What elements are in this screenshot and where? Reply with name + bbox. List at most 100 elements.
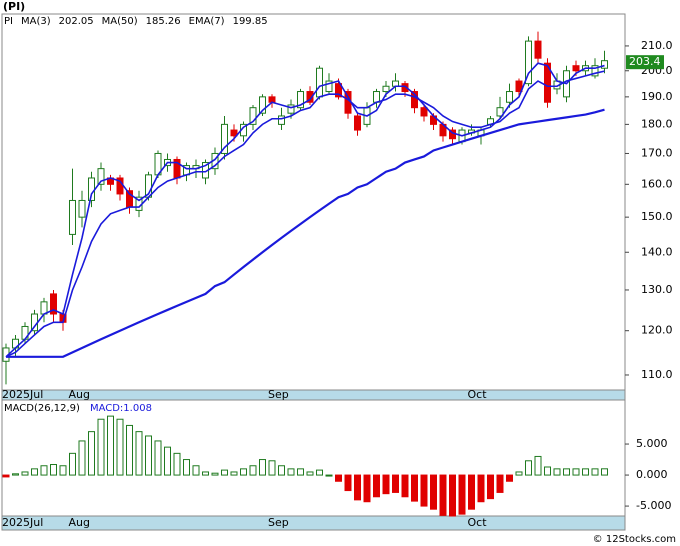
macd-bar <box>354 474 361 501</box>
x-tick-label: 2025Jul <box>2 516 43 529</box>
x-band <box>1 389 626 401</box>
candle-body <box>515 80 523 93</box>
candle-body <box>534 40 542 59</box>
macd-bar <box>325 474 333 477</box>
legend-text: 202.05 <box>59 16 94 27</box>
macd-bar <box>21 471 29 476</box>
macd-bar <box>449 474 456 517</box>
macd-bar <box>506 474 513 482</box>
candle-body <box>411 91 418 109</box>
macd-bar <box>268 460 276 476</box>
legend-text: MA(50) <box>102 16 138 27</box>
candle-body <box>221 123 228 154</box>
macd-bar <box>458 474 466 515</box>
candle-body <box>316 67 323 98</box>
macd-bar <box>126 424 133 476</box>
y-tick-label: 5.000 <box>636 437 668 450</box>
x-band <box>1 515 626 531</box>
x-tick-label: Sep <box>268 516 289 529</box>
legend-text: MA(3) <box>21 16 51 27</box>
macd-bar <box>287 468 295 476</box>
y-tick-label: 170.0 <box>641 146 673 159</box>
candle-body <box>78 199 86 218</box>
y-tick-label: 120.0 <box>641 324 673 337</box>
macd-bar <box>515 471 523 476</box>
macd-bar <box>97 418 105 476</box>
x-tick-label: Oct <box>468 516 488 529</box>
candle-body <box>373 91 380 103</box>
macd-bar <box>154 440 162 476</box>
macd-bar <box>439 474 447 516</box>
ma-line <box>6 108 605 358</box>
candle-body <box>420 107 428 117</box>
price-panel <box>1 13 626 391</box>
macd-bar <box>373 474 380 498</box>
macd-bar <box>230 471 238 476</box>
candle-body <box>401 83 409 93</box>
macd-bar <box>173 452 181 476</box>
macd-bar <box>88 431 95 476</box>
macd-bar <box>59 465 67 476</box>
macd-bar <box>31 468 38 476</box>
macd-bar <box>249 465 257 476</box>
candle-body <box>287 104 295 114</box>
price-tag-box <box>626 55 664 70</box>
y-tick-label: 160.0 <box>641 177 673 190</box>
candle-body <box>525 40 532 85</box>
candle-body <box>354 115 361 131</box>
macd-bar <box>468 474 475 510</box>
macd-bar <box>544 466 551 476</box>
macd-bar <box>534 455 542 476</box>
legend-text: 199.85 <box>233 16 268 27</box>
legend-text: PI <box>4 16 13 27</box>
chart-title: (PI) <box>3 0 25 13</box>
macd-bar <box>335 474 342 482</box>
candle-body <box>306 91 314 103</box>
candle-body <box>496 107 504 117</box>
macd-bar <box>316 469 323 476</box>
macd-bar <box>40 465 48 476</box>
macd-bar <box>382 474 390 495</box>
macd-bar <box>259 459 266 476</box>
macd-bar <box>553 468 561 476</box>
y-tick-label: 180.0 <box>641 117 673 130</box>
x-tick-label: Sep <box>268 388 289 401</box>
macd-bar <box>211 472 219 476</box>
candle-body <box>230 129 238 137</box>
macd-title: MACD(26,12,9) <box>4 403 80 414</box>
macd-bar <box>2 474 10 478</box>
macd-bar <box>202 471 209 476</box>
macd-bar <box>601 468 608 476</box>
y-tick-label: 150.0 <box>641 210 673 223</box>
macd-bar <box>344 474 352 492</box>
macd-bar <box>420 474 428 507</box>
candle-body <box>249 107 257 125</box>
y-tick-label: 130.0 <box>641 283 673 296</box>
legend-text: 185.26 <box>146 16 181 27</box>
macd-bar <box>430 474 437 510</box>
macd-bar <box>183 459 190 476</box>
price-tag: 203.4 <box>629 55 661 68</box>
macd-bar <box>240 468 247 476</box>
candle-body <box>382 85 390 93</box>
candle-body <box>601 60 608 69</box>
x-tick-label: Oct <box>468 388 488 401</box>
macd-bar <box>363 474 371 503</box>
candle-body <box>297 91 304 109</box>
candle-body <box>506 91 513 103</box>
macd-bar <box>297 468 304 476</box>
macd-bar <box>496 474 504 493</box>
macd-bar <box>12 473 19 476</box>
y-tick-label: -5.000 <box>636 499 671 512</box>
x-tick-label: 2025Jul <box>2 388 43 401</box>
candle-body <box>325 80 333 93</box>
y-tick-label: 0.000 <box>636 468 668 481</box>
macd-bar <box>591 468 599 476</box>
macd-bar <box>572 468 580 476</box>
macd-bar <box>477 474 485 503</box>
candle-body <box>591 65 599 77</box>
candle-body <box>50 293 57 315</box>
y-tick-label: 210.0 <box>641 39 673 52</box>
candle-body <box>69 199 76 235</box>
